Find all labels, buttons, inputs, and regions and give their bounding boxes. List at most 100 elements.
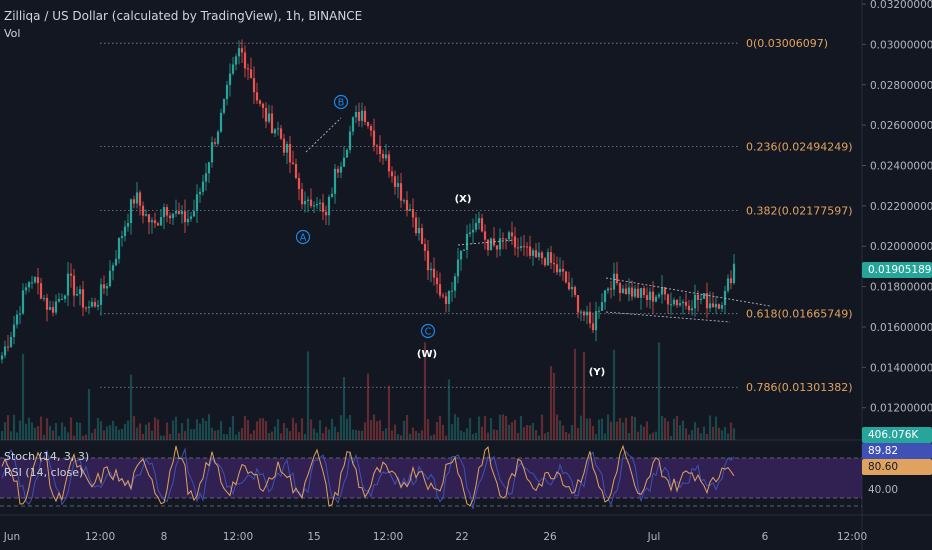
volume-bar xyxy=(336,432,340,440)
last-price-badge: 0.01905189 xyxy=(862,262,932,278)
candle-body xyxy=(303,200,307,205)
candle-body xyxy=(285,143,289,153)
candle-body xyxy=(135,192,139,204)
candle-body xyxy=(9,336,13,347)
x-tick-label: 22 xyxy=(455,531,468,543)
volume-bar xyxy=(75,422,79,440)
candle-body xyxy=(456,259,460,277)
volume-bar xyxy=(489,417,493,440)
volume-bar xyxy=(39,416,43,440)
volume-bar xyxy=(111,420,115,440)
volume-bar xyxy=(600,418,604,440)
stoch-label: Stoch (14, 3, 3) xyxy=(4,450,90,463)
volume-bar xyxy=(114,426,118,440)
volume-bar xyxy=(693,422,697,440)
candle-body xyxy=(699,298,703,300)
candle-body xyxy=(486,239,490,251)
candle-body xyxy=(0,355,4,360)
candle-body xyxy=(294,163,298,178)
volume-bar xyxy=(558,420,562,440)
candle-body xyxy=(147,214,151,223)
candle-body xyxy=(264,107,268,122)
wave-label: C xyxy=(425,327,432,338)
volume-bar xyxy=(552,372,556,440)
volume-bar xyxy=(225,434,229,440)
volume-bar xyxy=(42,434,46,440)
volume-bar xyxy=(330,418,334,440)
candle-body xyxy=(72,275,76,296)
volume-bar xyxy=(525,424,529,440)
candle-body xyxy=(618,283,622,294)
candle-body xyxy=(504,238,508,240)
volume-bar xyxy=(72,435,76,440)
candle-body xyxy=(660,287,664,295)
candle-body xyxy=(420,227,424,244)
volume-bar xyxy=(645,421,649,440)
volume-bar xyxy=(585,418,589,440)
candle-body xyxy=(258,100,262,104)
volume-bar xyxy=(186,418,190,440)
wave-trend-line xyxy=(305,117,342,153)
candle-body xyxy=(30,282,34,284)
volume-bar xyxy=(150,430,154,440)
y-tick-label: 0.02800000 xyxy=(870,80,932,92)
volume-bar xyxy=(327,429,331,440)
volume-bar xyxy=(522,427,526,440)
candle-body xyxy=(702,293,706,299)
volume-bar xyxy=(258,418,262,440)
volume-bar xyxy=(135,427,139,440)
candle-body xyxy=(234,56,238,65)
volume-bar xyxy=(504,415,508,440)
x-tick-label: 12:00 xyxy=(373,531,403,543)
volume-bar xyxy=(441,424,445,440)
volume-bar xyxy=(720,430,724,440)
candle-body xyxy=(675,299,679,306)
volume-bar xyxy=(417,432,421,440)
candle-body xyxy=(570,286,574,290)
candle-body xyxy=(534,250,538,258)
candle-body xyxy=(105,286,109,289)
candle-body xyxy=(216,131,220,144)
volume-bar xyxy=(252,430,256,440)
candle-body xyxy=(612,273,616,290)
candle-body xyxy=(126,222,130,227)
volume-bar xyxy=(726,433,730,440)
volume-bar xyxy=(189,429,193,440)
candle-body xyxy=(24,287,28,291)
osc-level-label: 40.00 xyxy=(868,484,899,496)
volume-bar xyxy=(351,429,355,440)
volume-bar xyxy=(669,435,673,440)
candle-body xyxy=(627,287,631,295)
candle-body xyxy=(129,199,133,223)
volume-bar xyxy=(78,422,82,440)
candle-body xyxy=(255,92,259,101)
volume-bar xyxy=(291,417,295,440)
candle-body xyxy=(426,250,430,271)
y-tick-label: 0.01600000 xyxy=(870,322,932,334)
candle-body xyxy=(333,168,337,194)
wave-label: B xyxy=(338,98,345,109)
wave-label-circle xyxy=(333,94,349,110)
volume-bar xyxy=(546,431,550,440)
volume-bar xyxy=(345,418,349,440)
candle-body xyxy=(60,298,64,300)
volume-bar xyxy=(21,353,25,440)
volume-bar xyxy=(423,342,427,440)
candle-body xyxy=(582,311,586,316)
candle-body xyxy=(312,205,316,207)
candle-body xyxy=(468,232,472,234)
candle-body xyxy=(564,271,568,283)
candle-body xyxy=(354,111,358,118)
candle-body xyxy=(357,111,361,121)
candle-body xyxy=(678,303,682,306)
candle-body xyxy=(315,203,319,206)
volume-bar xyxy=(117,429,121,440)
volume-bar xyxy=(606,414,610,440)
volume-bar xyxy=(447,379,451,440)
candle-body xyxy=(648,291,652,301)
fib-level-label: 0(0.03006097) xyxy=(746,37,828,50)
volume-bar xyxy=(432,434,436,440)
volume-bar xyxy=(633,416,637,440)
